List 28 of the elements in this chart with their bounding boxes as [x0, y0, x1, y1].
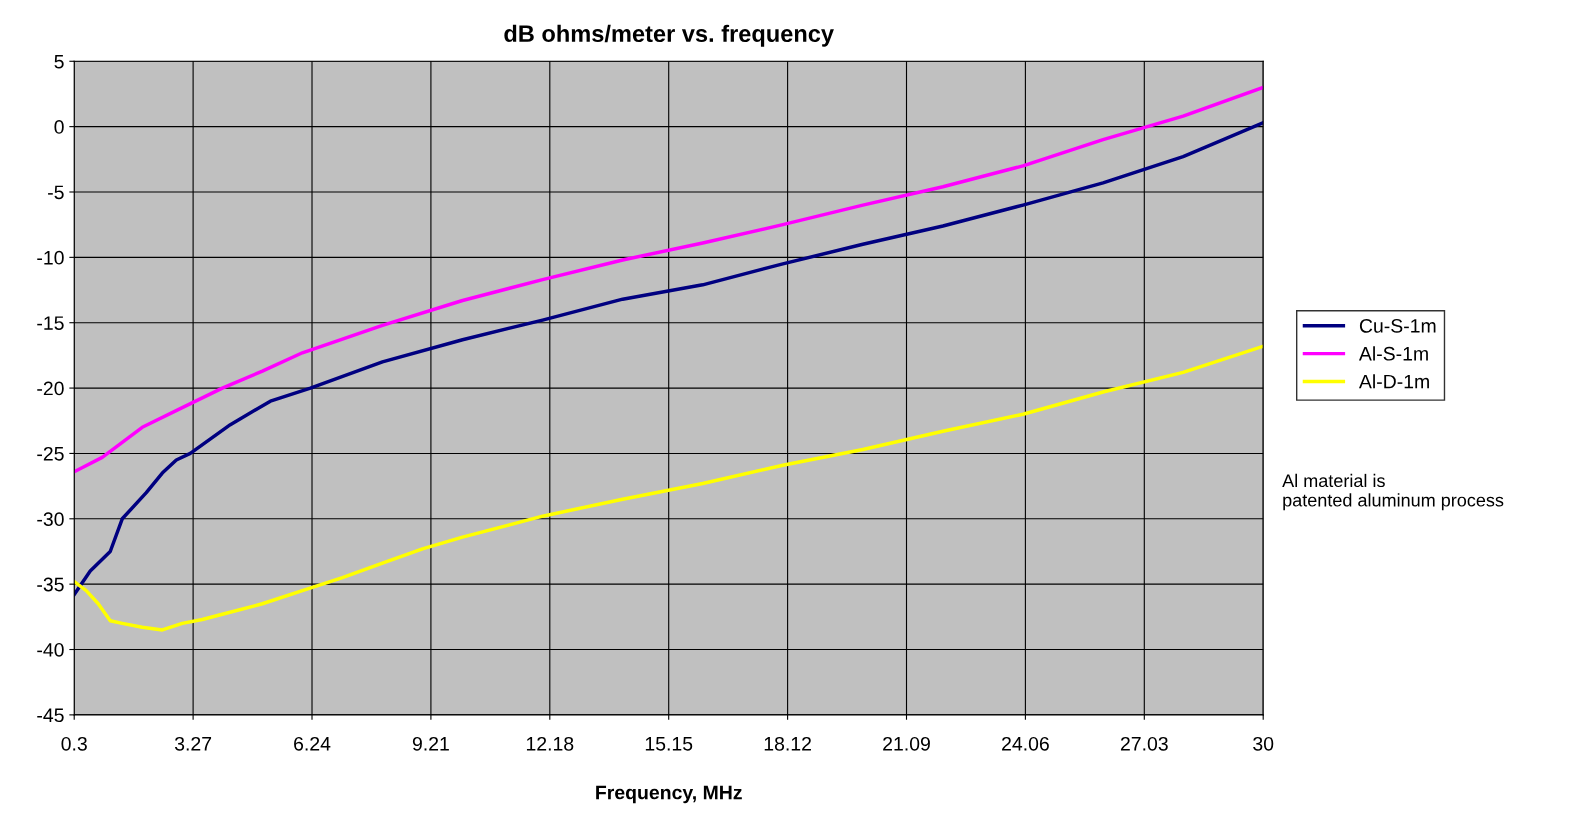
y-tick-label: -20 [37, 381, 64, 396]
y-tick-label: -40 [37, 642, 64, 657]
y-tick-label: -35 [37, 577, 64, 592]
x-tick-label: 27.03 [1120, 736, 1168, 751]
x-tick-label: 9.21 [412, 736, 449, 751]
y-tick-label: -10 [37, 250, 64, 265]
y-tick-label: -5 [48, 185, 64, 200]
x-tick-label: 18.12 [764, 736, 811, 751]
x-axis-title: Frequency, MHz [596, 785, 742, 804]
y-tick-label: -45 [37, 708, 64, 723]
y-tick-label: -15 [37, 316, 64, 330]
text: Al material is patented aluminum process [1282, 473, 1504, 511]
chart-title: dB ohms/meter vs. frequency [504, 24, 834, 47]
legend-label: Al-S-1m [1358, 346, 1428, 361]
x-tick-label: 15.15 [645, 737, 693, 751]
x-tick-label: 6.24 [294, 736, 331, 751]
x-tick-label: 3.27 [174, 736, 212, 751]
y-tick-label: 0 [54, 120, 64, 134]
x-tick-label: 0.3 [61, 736, 87, 751]
legend-label: Cu-S-1m [1359, 319, 1436, 333]
legend-label: Al-D-1m [1358, 374, 1429, 389]
y-tick-label: 5 [54, 54, 64, 69]
x-tick-label: 12.18 [526, 736, 574, 751]
x-tick-label: 21.09 [883, 736, 930, 751]
y-tick-label: -30 [37, 512, 64, 527]
y-tick-label: -25 [37, 446, 64, 461]
x-tick-label: 24.06 [1002, 736, 1049, 751]
x-tick-label: 30 [1253, 736, 1274, 751]
